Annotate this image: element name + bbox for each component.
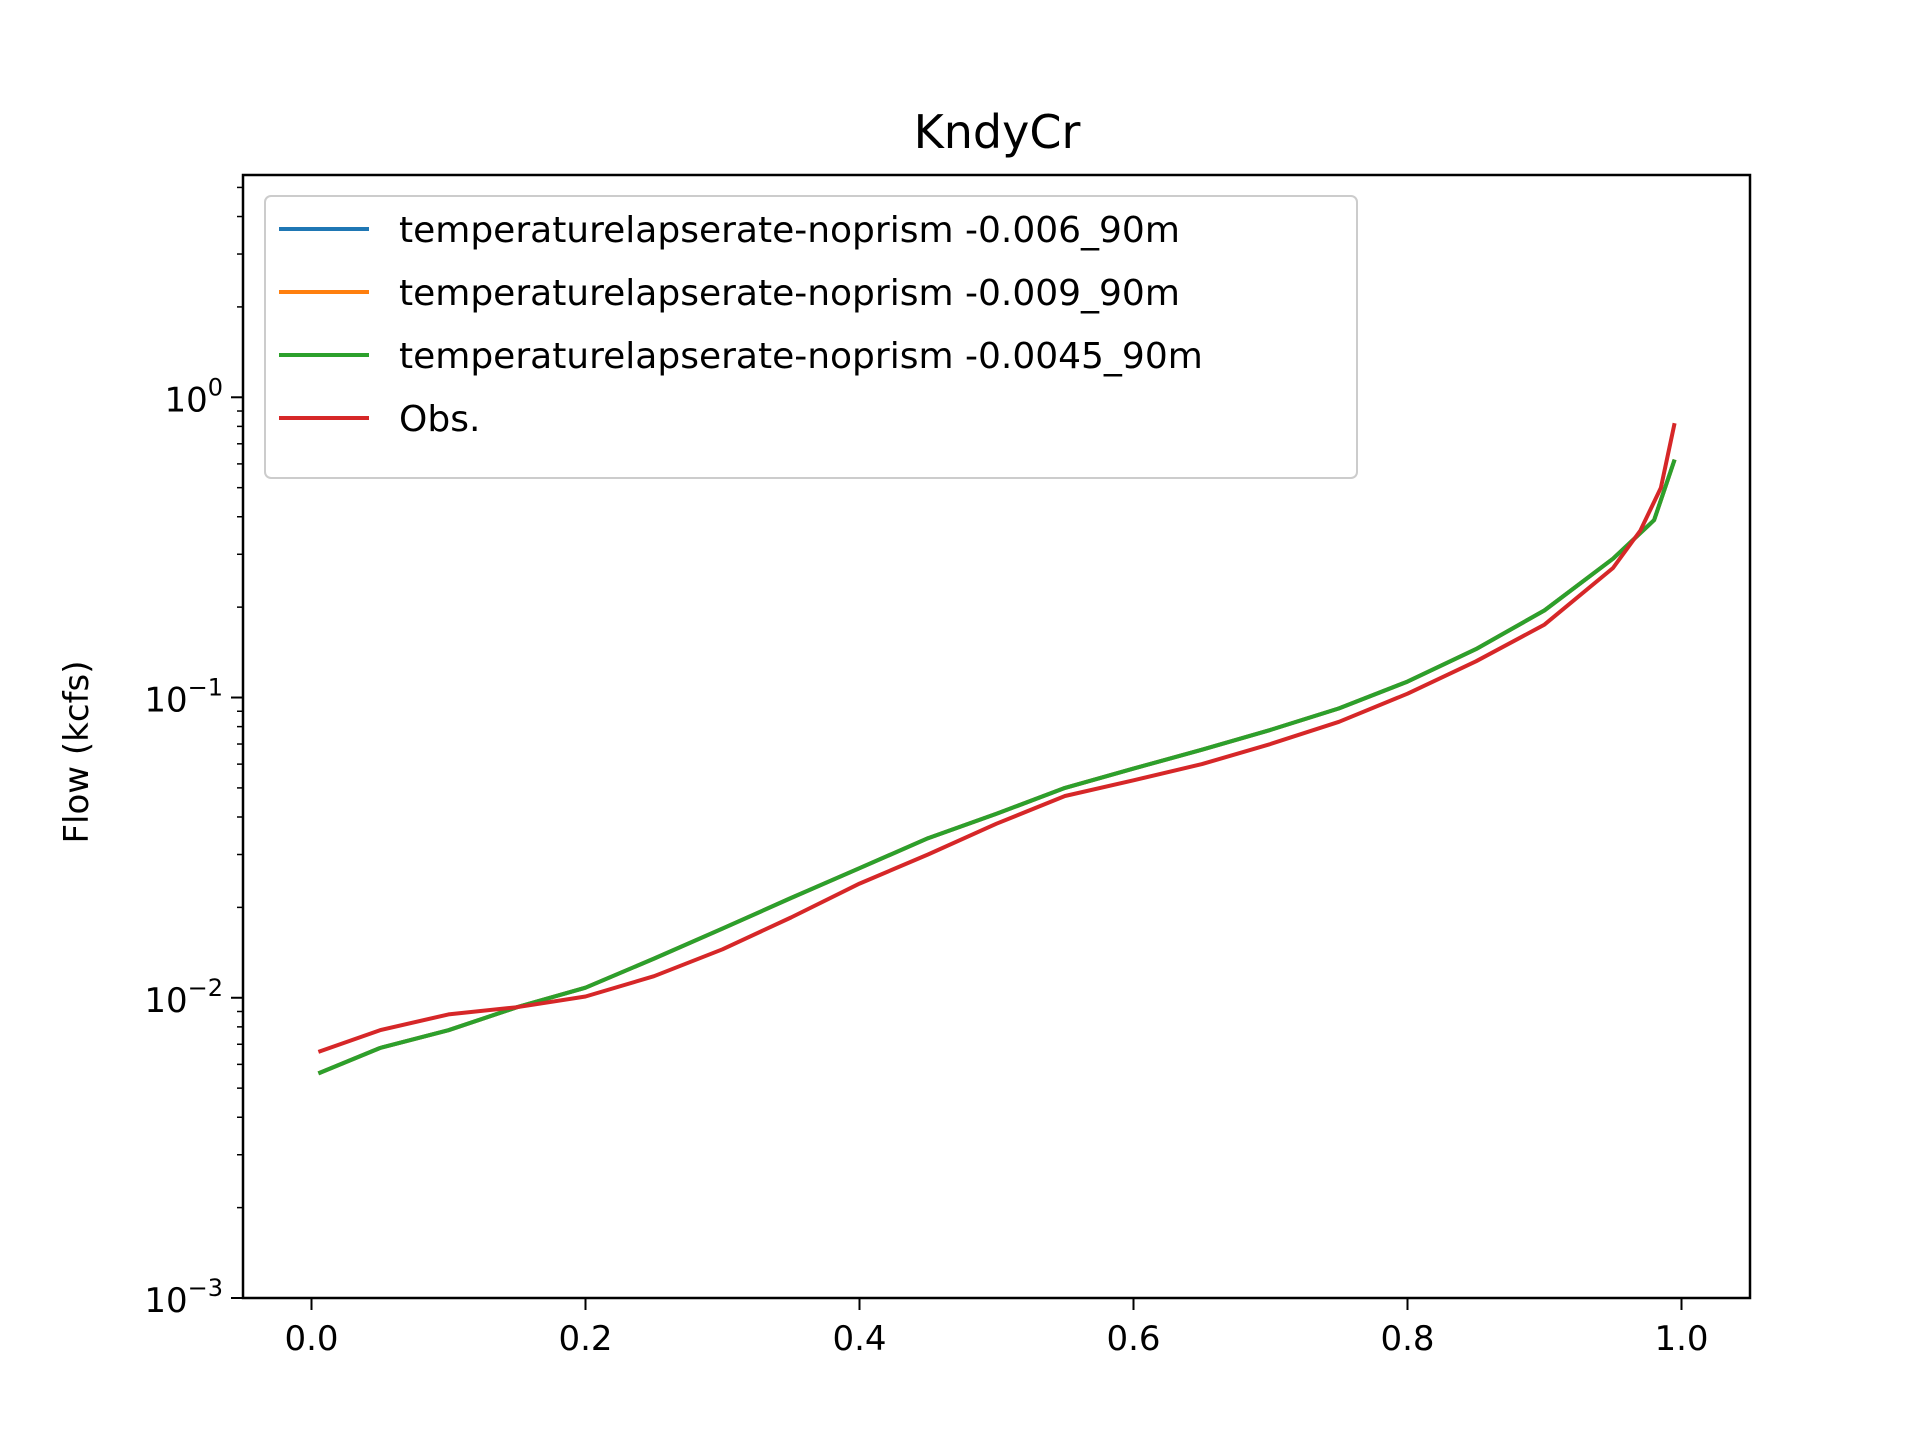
x-tick-label-3: 0.6 xyxy=(1106,1319,1160,1359)
series-line-4 xyxy=(317,422,1677,1054)
x-tick-label-2: 0.4 xyxy=(832,1319,886,1359)
series-line-3 xyxy=(317,458,1677,1076)
legend-label-3: temperaturelapserate-noprism -0.0045_90m xyxy=(399,336,1203,377)
x-tick-label-5: 1.0 xyxy=(1654,1319,1708,1359)
x-tick-label-0: 0.0 xyxy=(284,1319,338,1359)
legend-box xyxy=(264,195,1358,479)
legend-label-2: temperaturelapserate-noprism -0.009_90m xyxy=(399,273,1180,314)
y-tick-label-1: 10−2 xyxy=(144,974,223,1021)
legend-label-1: temperaturelapserate-noprism -0.006_90m xyxy=(399,210,1180,251)
legend-label-4: Obs. xyxy=(399,399,480,440)
series-lines xyxy=(317,422,1677,1076)
plot-area: 0.0 0.2 0.4 0.6 0.8 1.0 10−3 10−2 10−1 100 xyxy=(144,173,1752,1359)
y-tick-label-0: 10−3 xyxy=(144,1274,223,1321)
x-tick-label-1: 0.2 xyxy=(558,1319,612,1359)
chart-title: KndyCr xyxy=(914,105,1081,159)
x-tick-label-4: 0.8 xyxy=(1380,1319,1434,1359)
legend: temperaturelapserate-noprism -0.006_90mt… xyxy=(264,195,1358,479)
y-axis-label: Flow (kcfs) xyxy=(57,660,97,843)
y-tick-label-3: 100 xyxy=(164,373,223,420)
axes-frame xyxy=(241,173,1752,1300)
y-tick-label-2: 10−1 xyxy=(144,674,223,721)
